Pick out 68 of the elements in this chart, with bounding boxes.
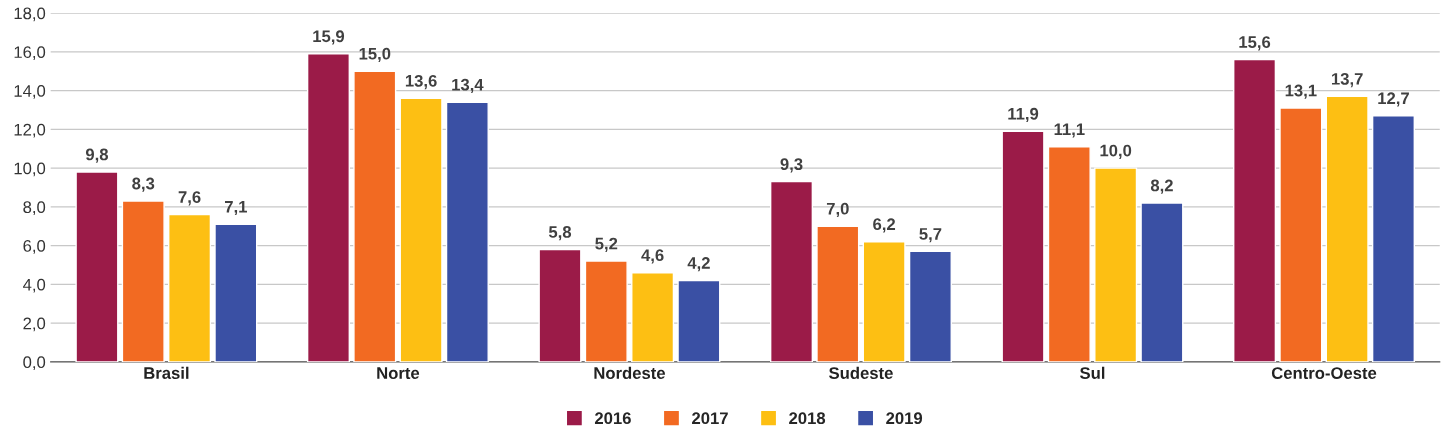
bar xyxy=(1140,202,1184,362)
x-tick-label: Sul xyxy=(1080,366,1105,379)
bar xyxy=(353,70,397,362)
y-tick-label: 4,0 xyxy=(23,278,46,293)
data-label: 13,7 xyxy=(1331,72,1363,88)
data-label: 5,7 xyxy=(919,228,942,243)
data-label: 15,9 xyxy=(313,30,345,45)
y-tick-label: 18,0 xyxy=(14,7,46,22)
y-tick-label: 6,0 xyxy=(23,240,46,254)
bar xyxy=(908,250,952,362)
bar xyxy=(1047,146,1091,362)
bar xyxy=(214,223,258,362)
data-label: 4,2 xyxy=(687,257,710,272)
bar xyxy=(445,101,489,362)
bar xyxy=(862,241,906,362)
data-label: 8,2 xyxy=(1150,179,1173,194)
data-label: 9,3 xyxy=(780,158,803,173)
bar xyxy=(1325,95,1369,362)
bar xyxy=(306,53,351,362)
y-tick-label: 8,0 xyxy=(23,201,46,216)
bar xyxy=(75,171,119,362)
bar xyxy=(677,279,721,362)
legend-label: 2018 xyxy=(789,412,826,425)
bar xyxy=(816,225,860,362)
legend-label: 2019 xyxy=(886,412,923,425)
data-label: 7,6 xyxy=(178,191,201,206)
legend-label: 2017 xyxy=(692,412,728,425)
bar xyxy=(584,260,628,362)
data-label: 15,6 xyxy=(1239,36,1271,51)
data-label: 12,7 xyxy=(1378,92,1409,107)
bar xyxy=(1279,107,1323,362)
bar xyxy=(1094,167,1138,362)
data-label: 4,6 xyxy=(641,249,664,264)
data-label: 5,2 xyxy=(595,237,618,252)
data-label: 11,9 xyxy=(1008,107,1039,123)
bar xyxy=(1233,58,1277,362)
bar xyxy=(168,213,212,362)
bar xyxy=(631,272,675,362)
bar xyxy=(121,200,165,362)
bar xyxy=(538,248,582,362)
y-tick-label: 16,0 xyxy=(14,46,46,61)
y-tick-label: 12,0 xyxy=(14,123,46,138)
bar xyxy=(769,180,814,362)
data-label: 15,0 xyxy=(359,47,391,62)
data-label: 9,8 xyxy=(85,148,109,163)
data-label: 5,8 xyxy=(548,226,572,241)
data-label: 8,3 xyxy=(132,177,155,192)
bar xyxy=(1001,130,1045,362)
x-tick-label: Norte xyxy=(377,367,420,379)
x-tick-label: Centro-Oeste xyxy=(1271,367,1377,379)
data-label: 13,4 xyxy=(452,78,484,94)
y-tick-label: 14,0 xyxy=(14,84,46,99)
x-tick-label: Brasil xyxy=(144,366,189,379)
x-tick-label: Nordeste xyxy=(594,366,665,379)
y-tick-label: 0,0 xyxy=(23,356,46,371)
data-label: 13,1 xyxy=(1285,84,1317,99)
data-label: 6,2 xyxy=(873,218,896,233)
legend-label: 2016 xyxy=(594,412,631,425)
y-tick-label: 2,0 xyxy=(23,317,46,332)
data-label: 7,0 xyxy=(826,202,849,218)
data-label: 10,0 xyxy=(1100,144,1132,159)
y-tick-label: 10,0 xyxy=(14,162,46,177)
data-label: 11,1 xyxy=(1054,123,1085,138)
bar xyxy=(1371,115,1415,362)
data-label: 13,6 xyxy=(405,74,437,90)
x-tick-label: Sudeste xyxy=(829,366,893,379)
data-label: 7,1 xyxy=(224,201,247,216)
bar xyxy=(399,97,443,362)
